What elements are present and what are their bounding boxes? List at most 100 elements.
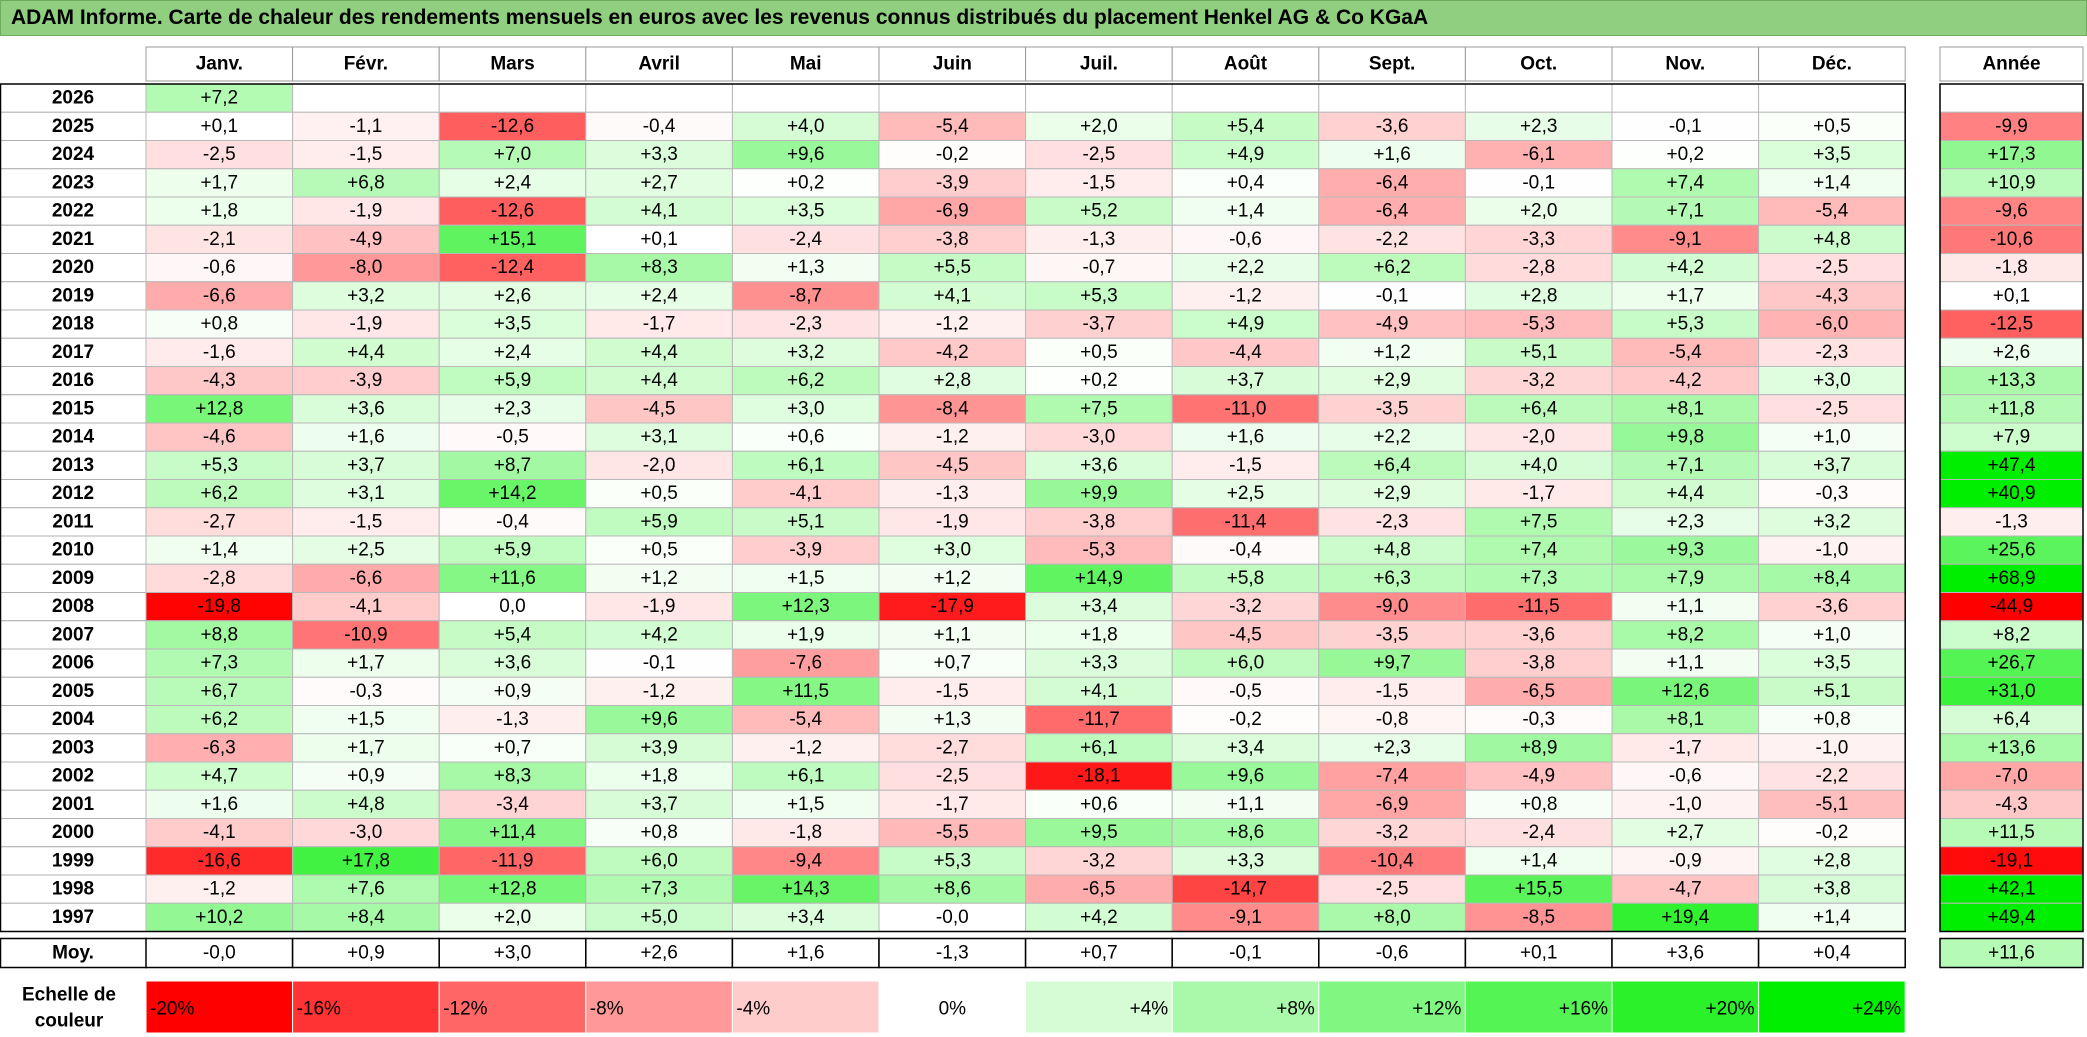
cell-value: -4,5	[936, 455, 969, 476]
heatmap-cell	[438, 337, 587, 367]
annual-value: +7,9	[1993, 427, 2031, 448]
annual-cell	[1939, 337, 2084, 367]
cell-value: -2,5	[1816, 257, 1849, 278]
annual-cell	[1939, 620, 2084, 650]
heatmap-cell	[585, 733, 733, 763]
cell-value: +4,8	[1813, 229, 1851, 250]
cell-value: -6,9	[1376, 794, 1409, 815]
cell-value: +4,9	[1227, 314, 1265, 335]
month-header-cell	[145, 46, 294, 82]
cell-value: -1,8	[789, 822, 822, 843]
cell-value: +5,9	[640, 511, 678, 532]
heatmap-cell	[438, 874, 587, 904]
heatmap-cell	[1611, 111, 1760, 141]
cell-value: +5,3	[1667, 314, 1705, 335]
heatmap-cell	[1758, 83, 1906, 113]
cell-value: -3,5	[1376, 398, 1409, 419]
cell-value: -1,0	[1669, 794, 1702, 815]
cell-value: -2,5	[1816, 398, 1849, 419]
cell-value: -1,5	[1376, 681, 1409, 702]
cell-value: -4,5	[643, 398, 676, 419]
cell-value: +11,6	[489, 568, 536, 589]
year-label: 2011	[52, 511, 94, 532]
cell-value: -1,9	[350, 201, 383, 222]
heatmap-cell	[731, 733, 880, 763]
cell-value: +2,5	[1227, 483, 1265, 504]
heatmap-cell	[145, 818, 294, 848]
cell-value: -1,0	[1816, 540, 1849, 561]
annual-frame	[1939, 83, 2084, 933]
heatmap-cell	[438, 902, 587, 932]
heatmap-cell	[1611, 394, 1760, 424]
cell-value: -1,9	[936, 511, 969, 532]
cell-value: +3,3	[640, 144, 678, 165]
cell-value: -18,1	[1077, 766, 1120, 787]
cell-value: -1,5	[350, 511, 383, 532]
cell-value: +1,2	[1373, 342, 1411, 363]
cell-value: +6,2	[201, 709, 239, 730]
year-label: 2025	[52, 116, 95, 137]
cell-value: -11,9	[492, 850, 534, 871]
heatmap-cell	[1318, 140, 1466, 170]
cell-value: +17,8	[342, 850, 390, 871]
average-value: -0,0	[203, 943, 236, 964]
heatmap-cell	[1171, 874, 1320, 904]
cell-value: -1,7	[1669, 737, 1702, 758]
cell-value: +6,2	[1373, 257, 1411, 278]
average-value: +0,4	[1813, 943, 1851, 964]
cell-value: -8,0	[350, 257, 383, 278]
scale-swatch	[585, 980, 733, 1034]
heatmap-cell	[292, 168, 440, 198]
heatmap-cell	[1171, 761, 1320, 791]
heatmap-cell	[1318, 733, 1466, 763]
cell-value: +1,9	[787, 624, 825, 645]
heatmap-cell	[1611, 224, 1760, 254]
cell-value: -2,4	[789, 229, 822, 250]
cell-value: -11,7	[1078, 709, 1120, 730]
heatmap-cell	[1025, 507, 1173, 537]
heatmap-cell	[1464, 874, 1613, 904]
heatmap-cell	[1025, 83, 1173, 113]
annual-value: +8,2	[1993, 624, 2031, 645]
cell-value: +3,6	[494, 653, 532, 674]
year-label: 2005	[52, 681, 95, 702]
cell-value: +9,8	[1667, 427, 1705, 448]
year-cell	[0, 366, 147, 396]
heatmap-cell	[1318, 479, 1466, 509]
cell-value: +0,8	[201, 314, 239, 335]
table-frame	[0, 83, 1906, 933]
heatmap-cell	[292, 592, 440, 622]
cell-value: +6,3	[1373, 568, 1411, 589]
annual-value: +17,3	[1987, 144, 2035, 165]
heatmap-cell	[585, 140, 733, 170]
cell-value: +0,6	[1080, 794, 1118, 815]
year-cell	[0, 253, 147, 283]
cell-value: -12,6	[491, 201, 534, 222]
annual-value: +13,6	[1987, 737, 2035, 758]
cell-value: -1,2	[789, 737, 822, 758]
year-label: 2009	[52, 568, 94, 589]
heatmap-cell	[145, 761, 294, 791]
scale-label: +16%	[1559, 999, 1608, 1020]
cell-value: +5,0	[640, 907, 678, 928]
heatmap-cell	[1318, 422, 1466, 452]
cell-value: +6,0	[640, 850, 678, 871]
year-cell	[0, 535, 147, 565]
cell-value: -1,3	[1083, 229, 1116, 250]
cell-value: -1,5	[936, 681, 969, 702]
cell-value: +8,4	[1813, 568, 1851, 589]
cell-value: -3,5	[1376, 624, 1409, 645]
heatmap-cell	[145, 507, 294, 537]
cell-value: -6,0	[1816, 314, 1849, 335]
cell-value: -3,2	[1083, 850, 1116, 871]
cell-value: -0,3	[1522, 709, 1555, 730]
month-header-label: Mai	[790, 54, 822, 75]
cell-value: -8,7	[789, 285, 822, 306]
heatmap-cell	[438, 394, 587, 424]
heatmap-cell	[878, 507, 1027, 537]
cell-value: +1,4	[201, 540, 239, 561]
heatmap-cell	[731, 83, 880, 113]
cell-value: +9,6	[787, 144, 825, 165]
heatmap-cell	[731, 479, 880, 509]
cell-value: +8,3	[640, 257, 678, 278]
